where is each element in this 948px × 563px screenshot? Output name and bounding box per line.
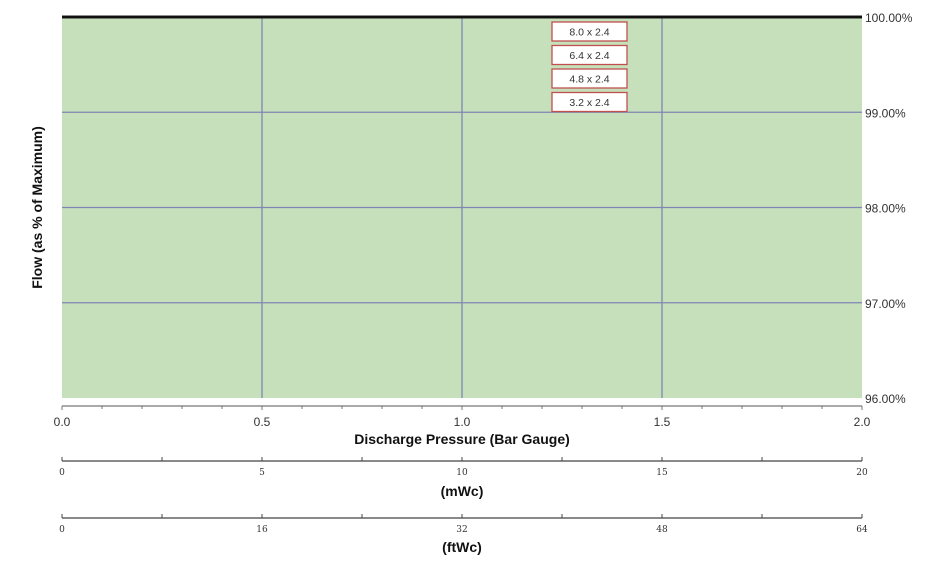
legend-box [551, 91, 628, 113]
secondary-axis-title: (mWc) [441, 483, 484, 499]
y-tick-label: 98.00% [865, 202, 906, 216]
legend: 8.0 x 2.4 6.4 x 2.4 4.8 x 2.4 3.2 x 2.4 [551, 21, 628, 113]
x-tick-label: 1.5 [654, 415, 671, 429]
secondary-tick-label: 16 [256, 525, 268, 535]
legend-box [551, 44, 628, 66]
x-tick-label: 2.0 [854, 415, 871, 429]
legend-label: 6.4 x 2.4 [569, 50, 609, 62]
y-axis-title: Flow (as % of Maximum) [29, 126, 45, 289]
secondary-tick-label: 5 [259, 468, 265, 478]
legend-item: 4.8 x 2.4 [551, 68, 628, 89]
legend-item: 8.0 x 2.4 [551, 21, 628, 42]
legend-label: 4.8 x 2.4 [569, 74, 609, 86]
secondary-tick-label: 48 [656, 525, 668, 535]
secondary-tick-label: 10 [456, 468, 468, 478]
legend-label: 3.2 x 2.4 [569, 97, 609, 109]
y-tick-label: 97.00% [865, 297, 906, 311]
x-axis-title: Discharge Pressure (Bar Gauge) [354, 431, 570, 447]
secondary-tick-label: 64 [856, 525, 868, 535]
y-tick-label: 100.00% [865, 11, 913, 25]
secondary-tick-label: 15 [656, 468, 668, 478]
secondary-axis: 0 5 10 15 20 (mWc) [59, 457, 868, 499]
secondary-axis-title: (ftWc) [442, 539, 482, 555]
legend-box [551, 68, 628, 89]
legend-box [551, 21, 628, 42]
y-tick-label: 99.00% [865, 106, 906, 120]
secondary-tick-label: 0 [59, 525, 65, 535]
x-axis: 0.0 0.5 1.0 1.5 2.0 [54, 405, 871, 429]
y-tick-label: 96.00% [865, 392, 906, 406]
x-tick-label: 1.0 [454, 415, 471, 429]
secondary-tick-label: 20 [856, 468, 868, 478]
x-tick-label: 0.5 [254, 415, 271, 429]
legend-label: 8.0 x 2.4 [569, 27, 609, 39]
x-tick-label: 0.0 [54, 415, 71, 429]
grid-lines [62, 17, 862, 398]
y-axis-tick-labels: 96.00% 97.00% 98.00% 99.00% 100.00% [865, 11, 913, 406]
secondary-tick-label: 32 [456, 525, 467, 535]
secondary-axis: 0 16 32 48 64 (ftWc) [59, 514, 868, 555]
legend-item: 6.4 x 2.4 [551, 44, 628, 66]
secondary-axes: 0 5 10 15 20 (mWc) 0 16 32 48 64 (ftWc) [59, 457, 868, 555]
secondary-tick-label: 0 [59, 468, 65, 478]
legend-item: 3.2 x 2.4 [551, 91, 628, 113]
